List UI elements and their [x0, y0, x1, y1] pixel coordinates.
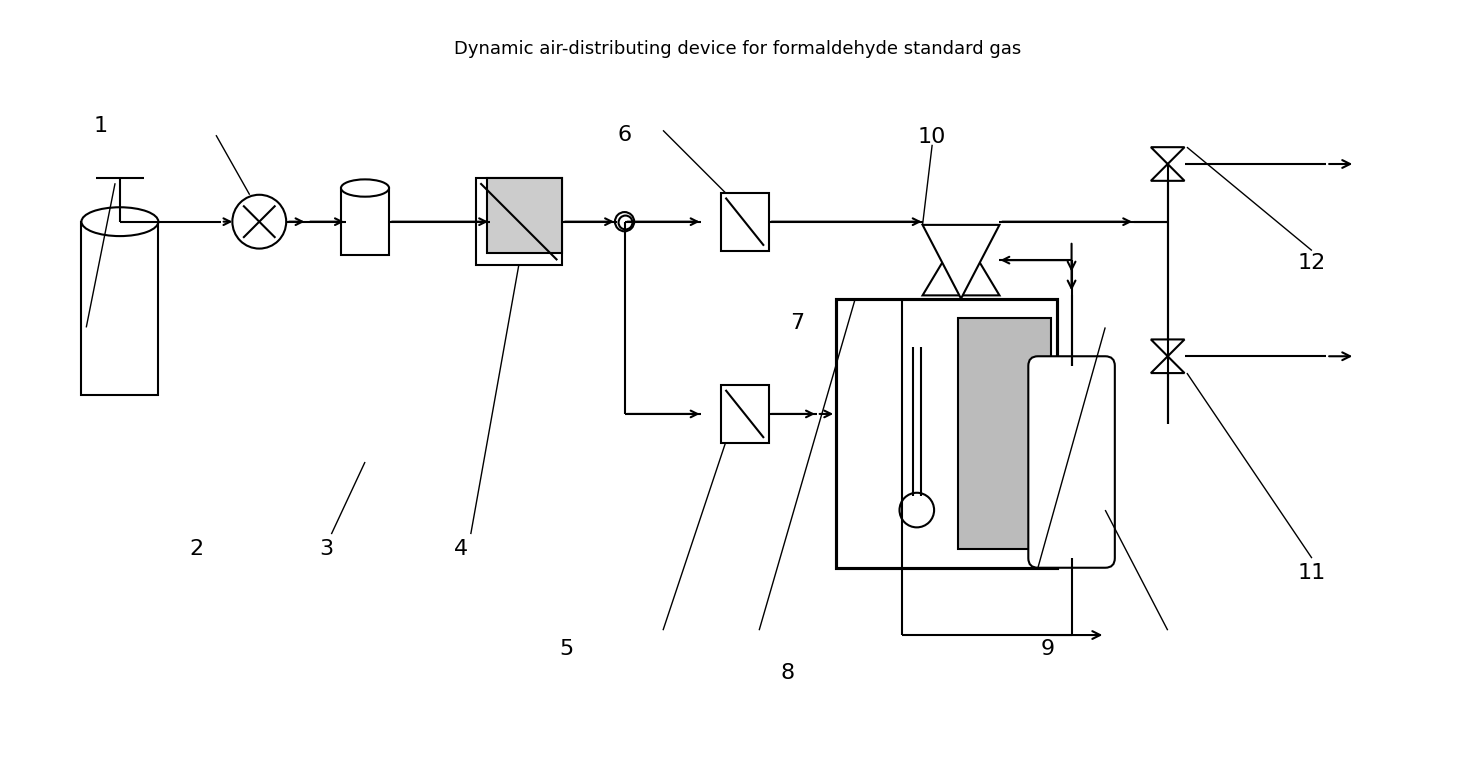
- Circle shape: [232, 195, 286, 249]
- Text: 10: 10: [918, 127, 946, 147]
- Polygon shape: [922, 225, 999, 298]
- Bar: [341, 188, 390, 255]
- Circle shape: [615, 212, 635, 231]
- FancyBboxPatch shape: [1029, 356, 1114, 568]
- Text: 12: 12: [1297, 253, 1325, 273]
- Bar: [487, 178, 562, 253]
- Polygon shape: [922, 231, 999, 295]
- Text: 5: 5: [559, 639, 574, 660]
- Bar: [720, 193, 769, 250]
- Text: 2: 2: [190, 539, 204, 559]
- Polygon shape: [1151, 164, 1185, 181]
- Polygon shape: [1151, 356, 1185, 373]
- Text: 7: 7: [791, 312, 804, 332]
- Ellipse shape: [341, 179, 390, 197]
- Ellipse shape: [81, 207, 158, 236]
- Polygon shape: [1151, 339, 1185, 356]
- Bar: [835, 298, 1057, 568]
- Text: 3: 3: [319, 539, 334, 559]
- Text: 6: 6: [617, 125, 632, 145]
- Text: 4: 4: [455, 539, 468, 559]
- Text: Dynamic air-distributing device for formaldehyde standard gas: Dynamic air-distributing device for form…: [455, 40, 1021, 57]
- Polygon shape: [1151, 147, 1185, 164]
- Text: 9: 9: [1041, 639, 1054, 660]
- Text: 1: 1: [93, 115, 108, 136]
- Bar: [81, 222, 158, 394]
- Circle shape: [899, 493, 934, 527]
- Text: 8: 8: [781, 663, 796, 684]
- Bar: [720, 385, 769, 443]
- Bar: [475, 178, 562, 265]
- Bar: [958, 318, 1051, 549]
- Text: 11: 11: [1297, 563, 1325, 583]
